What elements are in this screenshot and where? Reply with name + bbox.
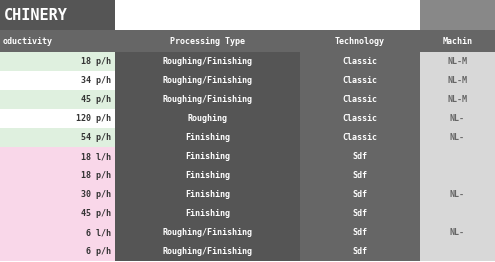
Text: Sdf: Sdf [352,209,367,218]
Bar [420,109,495,128]
Text: Roughing/Finishing: Roughing/Finishing [162,247,252,256]
Bar [115,109,300,128]
Text: Classic: Classic [343,114,378,123]
Bar [0,185,115,204]
Text: NL-M: NL-M [447,76,467,85]
Bar [420,147,495,166]
Bar [115,185,300,204]
Text: 18 p/h: 18 p/h [81,57,111,66]
Bar [115,223,300,242]
Text: oductivity: oductivity [3,36,53,46]
Bar [300,185,420,204]
Text: Classic: Classic [343,133,378,142]
Bar [300,52,420,71]
Bar [0,52,115,71]
Bar [115,166,300,185]
Text: Roughing/Finishing: Roughing/Finishing [162,95,252,104]
Text: NL-M: NL-M [447,95,467,104]
Text: NL-: NL- [450,133,465,142]
Text: 18 l/h: 18 l/h [81,152,111,161]
Text: NL-: NL- [450,114,465,123]
Bar [420,0,495,30]
Text: Roughing/Finishing: Roughing/Finishing [162,228,252,237]
Text: Sdf: Sdf [352,171,367,180]
Bar [420,30,495,52]
Bar [0,71,115,90]
Text: 120 p/h: 120 p/h [76,114,111,123]
Text: Classic: Classic [343,57,378,66]
Text: 45 p/h: 45 p/h [81,95,111,104]
Text: Sdf: Sdf [352,228,367,237]
Bar [115,204,300,223]
Text: Finishing: Finishing [185,133,230,142]
Text: Finishing: Finishing [185,190,230,199]
Text: NL-: NL- [450,228,465,237]
Bar [300,166,420,185]
Text: CHINERY: CHINERY [4,8,68,23]
Text: Sdf: Sdf [352,247,367,256]
Bar [0,30,115,52]
Bar [115,147,300,166]
Bar [0,0,115,30]
Bar [300,30,420,52]
Bar [0,204,115,223]
Bar [300,71,420,90]
Bar [115,52,300,71]
Bar [115,242,300,261]
Text: Sdf: Sdf [352,152,367,161]
Bar [0,166,115,185]
Bar [300,242,420,261]
Text: 34 p/h: 34 p/h [81,76,111,85]
Bar [300,128,420,147]
Text: Sdf: Sdf [352,190,367,199]
Bar [300,223,420,242]
Text: NL-: NL- [450,190,465,199]
Bar [0,90,115,109]
Text: 45 p/h: 45 p/h [81,209,111,218]
Text: Finishing: Finishing [185,209,230,218]
Text: Machin: Machin [443,36,473,46]
Bar [115,128,300,147]
Bar [420,128,495,147]
Bar [300,109,420,128]
Text: 54 p/h: 54 p/h [81,133,111,142]
Text: 18 p/h: 18 p/h [81,171,111,180]
Bar [420,204,495,223]
Text: Finishing: Finishing [185,171,230,180]
Bar [115,71,300,90]
Bar [0,242,115,261]
Bar [0,223,115,242]
Bar [420,52,495,71]
Text: Roughing/Finishing: Roughing/Finishing [162,76,252,85]
Bar [420,223,495,242]
Bar [420,71,495,90]
Bar [0,109,115,128]
Text: 30 p/h: 30 p/h [81,190,111,199]
Bar [420,90,495,109]
Text: Classic: Classic [343,95,378,104]
Bar [0,128,115,147]
Bar [115,90,300,109]
Bar [300,204,420,223]
Text: 6 p/h: 6 p/h [86,247,111,256]
Text: Roughing/Finishing: Roughing/Finishing [162,57,252,66]
Text: 6 l/h: 6 l/h [86,228,111,237]
Bar [115,30,300,52]
Text: Roughing: Roughing [188,114,228,123]
Text: Classic: Classic [343,76,378,85]
Text: Finishing: Finishing [185,152,230,161]
Bar [420,242,495,261]
Text: NL-M: NL-M [447,57,467,66]
Text: Processing Type: Processing Type [170,36,245,46]
Text: Technology: Technology [335,36,385,46]
Bar [0,147,115,166]
Bar [420,185,495,204]
Bar [115,0,420,30]
Bar [300,90,420,109]
Bar [300,147,420,166]
Bar [420,166,495,185]
